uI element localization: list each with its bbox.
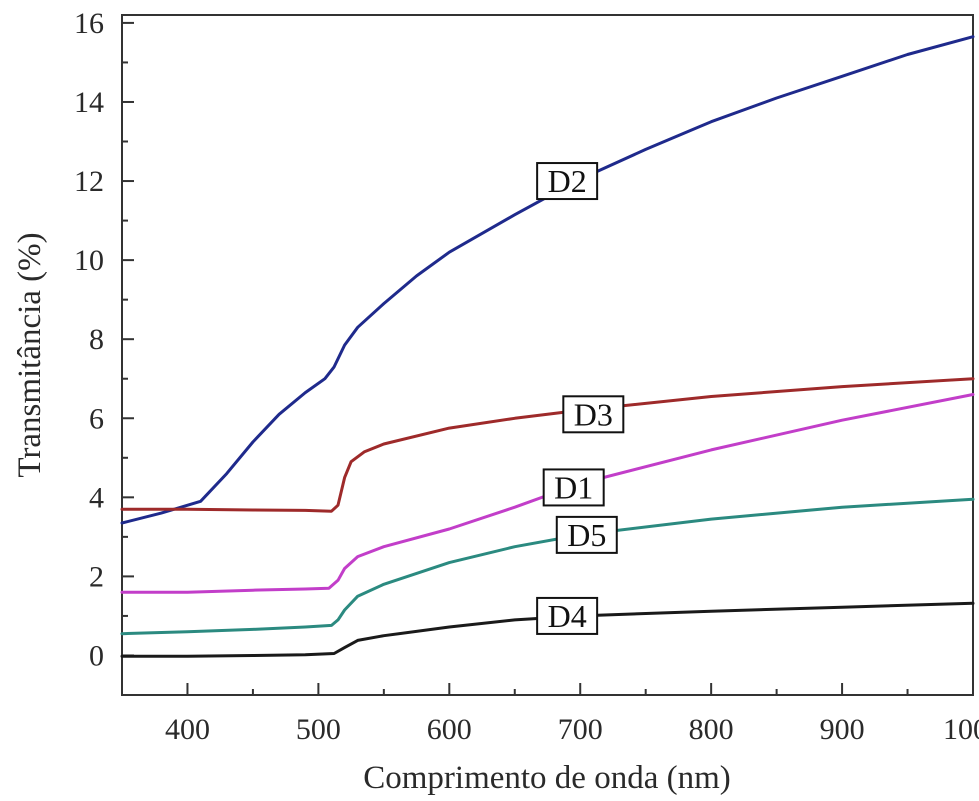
label-box [536, 596, 599, 635]
series-line-d4 [120, 601, 975, 658]
label-box [562, 395, 625, 434]
series-label-text: D2 [548, 163, 587, 199]
plot-frame [121, 14, 974, 696]
series-label-d4: D4 [536, 596, 599, 635]
x-tick-label-600: 600 [427, 713, 472, 746]
y-axis-title: Transmitância (%) [12, 232, 48, 477]
axis-ticks: 400 500 600 700 800 900 1000 0 2 4 6 8 10 12 14 16 [74, 7, 979, 746]
series-lines [120, 35, 975, 658]
x-tick-label-1000: 1000 [943, 713, 979, 746]
series-line-d5 [120, 497, 975, 636]
x-tick-label-800: 800 [689, 713, 734, 746]
x-axis-title: Comprimento de onda (nm) [363, 760, 731, 796]
y-tick-label-16: 16 [74, 7, 104, 40]
series-label-d3: D3 [562, 395, 625, 434]
series-label-text: D1 [554, 469, 593, 505]
series-label-text: D3 [574, 396, 613, 432]
y-tick-label-8: 8 [89, 323, 104, 356]
series-label-text: D5 [567, 517, 606, 553]
x-tick-label-900: 900 [820, 713, 865, 746]
y-tick-label-0: 0 [89, 639, 104, 672]
series-label-d1: D1 [542, 468, 605, 507]
y-tick-label-6: 6 [89, 402, 104, 435]
series-label-d2: D2 [536, 162, 599, 201]
series-line-d1 [120, 393, 975, 594]
series-line-d2 [120, 35, 975, 525]
x-tick-label-700: 700 [558, 713, 603, 746]
label-box [536, 162, 599, 201]
series-label-text: D4 [548, 598, 587, 634]
series-labels: D2 D3 D1 D5 D4 [536, 162, 625, 635]
y-tick-label-10: 10 [74, 244, 104, 277]
label-box [542, 468, 605, 507]
x-tick-label-500: 500 [296, 713, 341, 746]
y-tick-label-12: 12 [74, 165, 104, 198]
series-label-d5: D5 [555, 515, 618, 554]
y-tick-label-14: 14 [74, 86, 104, 119]
series-line-d3 [120, 377, 975, 513]
label-box [555, 515, 618, 554]
y-tick-label-2: 2 [89, 560, 104, 593]
x-tick-label-400: 400 [165, 713, 210, 746]
y-tick-label-4: 4 [89, 481, 104, 514]
